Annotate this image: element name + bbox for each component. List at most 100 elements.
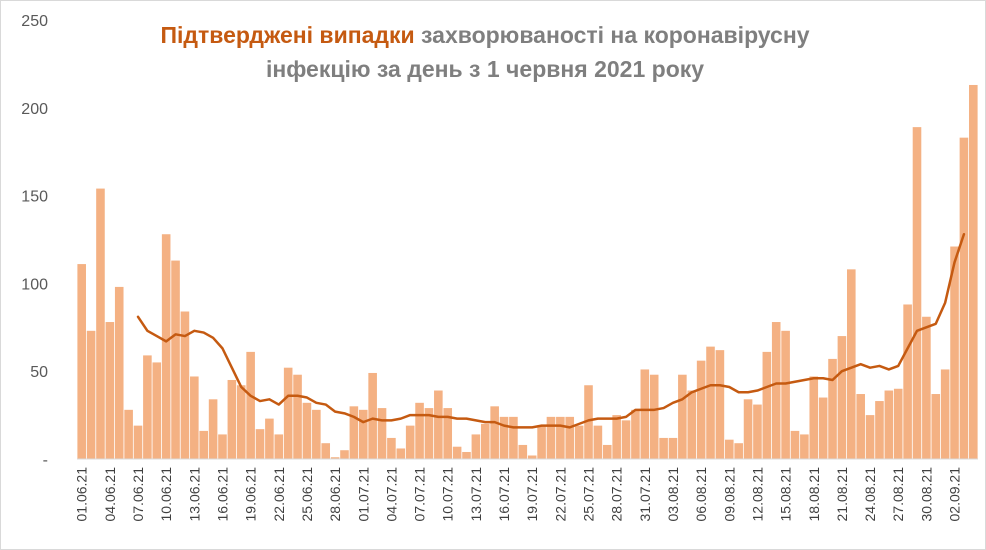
chart-title-line1: захворюваності на коронавірусну bbox=[421, 22, 810, 48]
x-tick-label: 12.08.21 bbox=[749, 467, 765, 522]
bar bbox=[208, 399, 218, 459]
bar bbox=[330, 457, 340, 459]
bar bbox=[114, 286, 124, 459]
bar bbox=[546, 416, 556, 459]
bar bbox=[602, 444, 612, 459]
x-tick-label: 04.07.21 bbox=[383, 467, 399, 522]
bar bbox=[452, 446, 462, 459]
bar bbox=[912, 127, 922, 460]
y-tick-label: 150 bbox=[21, 189, 48, 206]
bar bbox=[443, 408, 453, 459]
chart-title: Підтверджені випадки захворюваності на к… bbox=[60, 18, 910, 86]
bar bbox=[152, 362, 162, 459]
bar bbox=[678, 374, 687, 459]
bar bbox=[640, 369, 650, 459]
x-tick-label: 16.06.21 bbox=[214, 467, 230, 522]
x-tick-label: 01.07.21 bbox=[355, 467, 371, 522]
x-tick-label: 28.07.21 bbox=[609, 467, 625, 522]
bar bbox=[321, 443, 331, 459]
bar bbox=[893, 388, 903, 459]
bar bbox=[556, 416, 565, 459]
x-tick-label: 19.07.21 bbox=[524, 467, 540, 522]
bar bbox=[959, 137, 969, 459]
chart-title-highlight: Підтверджені випадки bbox=[160, 22, 415, 48]
bar bbox=[593, 425, 603, 459]
bar bbox=[490, 406, 499, 459]
x-tick-label: 18.08.21 bbox=[806, 467, 822, 522]
bar bbox=[274, 434, 284, 459]
bar bbox=[847, 269, 856, 459]
bar bbox=[527, 455, 537, 459]
bar bbox=[358, 409, 368, 459]
bar bbox=[706, 346, 715, 459]
bar bbox=[537, 425, 546, 459]
x-axis-ticks: 01.06.21 04.06.21 07.06.21 10.06.21 13.06.21… bbox=[74, 467, 963, 522]
bar bbox=[818, 397, 828, 459]
x-tick-label: 13.07.21 bbox=[468, 467, 484, 522]
bar bbox=[884, 390, 894, 459]
bar bbox=[161, 234, 171, 459]
y-axis-ticks: - 50 100 150 200 250 bbox=[21, 13, 48, 469]
bar bbox=[922, 316, 931, 459]
bar bbox=[696, 360, 706, 459]
bar bbox=[574, 425, 584, 459]
bar bbox=[480, 423, 490, 459]
bar bbox=[499, 416, 509, 459]
bar bbox=[236, 385, 246, 459]
x-tick-label: 31.07.21 bbox=[637, 467, 653, 522]
y-tick-label: 100 bbox=[21, 276, 48, 293]
chart-title-line2: інфекцію за день з 1 червня 2021 року bbox=[265, 56, 705, 82]
x-tick-label: 16.07.21 bbox=[496, 467, 512, 522]
bar bbox=[940, 369, 950, 459]
x-tick-label: 02.09.21 bbox=[947, 467, 963, 522]
bar bbox=[969, 84, 978, 459]
bar bbox=[96, 188, 105, 459]
bar bbox=[687, 390, 697, 459]
bar bbox=[649, 374, 659, 459]
bar bbox=[415, 402, 424, 459]
bar bbox=[265, 418, 274, 459]
bar bbox=[781, 330, 790, 459]
bar bbox=[227, 379, 237, 459]
bar bbox=[133, 425, 143, 459]
x-tick-label: 10.07.21 bbox=[440, 467, 456, 522]
x-tick-label: 07.07.21 bbox=[412, 467, 428, 522]
x-tick-label: 25.06.21 bbox=[299, 467, 315, 522]
x-tick-label: 07.06.21 bbox=[130, 467, 146, 522]
x-tick-label: 09.08.21 bbox=[721, 467, 737, 522]
bar bbox=[724, 439, 734, 459]
y-tick-label: 50 bbox=[30, 364, 48, 381]
bar bbox=[715, 350, 725, 459]
bar bbox=[800, 434, 809, 459]
bar bbox=[143, 355, 152, 459]
bar bbox=[828, 358, 837, 459]
bar bbox=[837, 336, 847, 459]
bar bbox=[584, 385, 593, 459]
bar bbox=[865, 415, 875, 459]
bar bbox=[612, 415, 621, 459]
bar bbox=[734, 443, 743, 459]
x-tick-label: 22.06.21 bbox=[271, 467, 287, 522]
bar bbox=[753, 404, 762, 459]
bar bbox=[396, 448, 406, 459]
x-tick-label: 24.08.21 bbox=[862, 467, 878, 522]
bar bbox=[471, 434, 481, 459]
bar-series bbox=[77, 84, 978, 460]
bar bbox=[218, 434, 227, 459]
bar bbox=[340, 450, 349, 459]
bar bbox=[86, 330, 96, 459]
bar bbox=[246, 351, 255, 459]
bar bbox=[349, 406, 359, 459]
bar bbox=[105, 322, 115, 459]
bar bbox=[312, 409, 321, 459]
bar bbox=[124, 409, 133, 459]
bar bbox=[771, 322, 781, 459]
bar bbox=[377, 408, 387, 459]
x-tick-label: 10.06.21 bbox=[158, 467, 174, 522]
bar bbox=[255, 429, 265, 459]
bar bbox=[462, 451, 471, 459]
bar bbox=[518, 444, 528, 459]
bar bbox=[387, 437, 396, 459]
bar bbox=[405, 425, 415, 459]
bar bbox=[668, 437, 678, 459]
